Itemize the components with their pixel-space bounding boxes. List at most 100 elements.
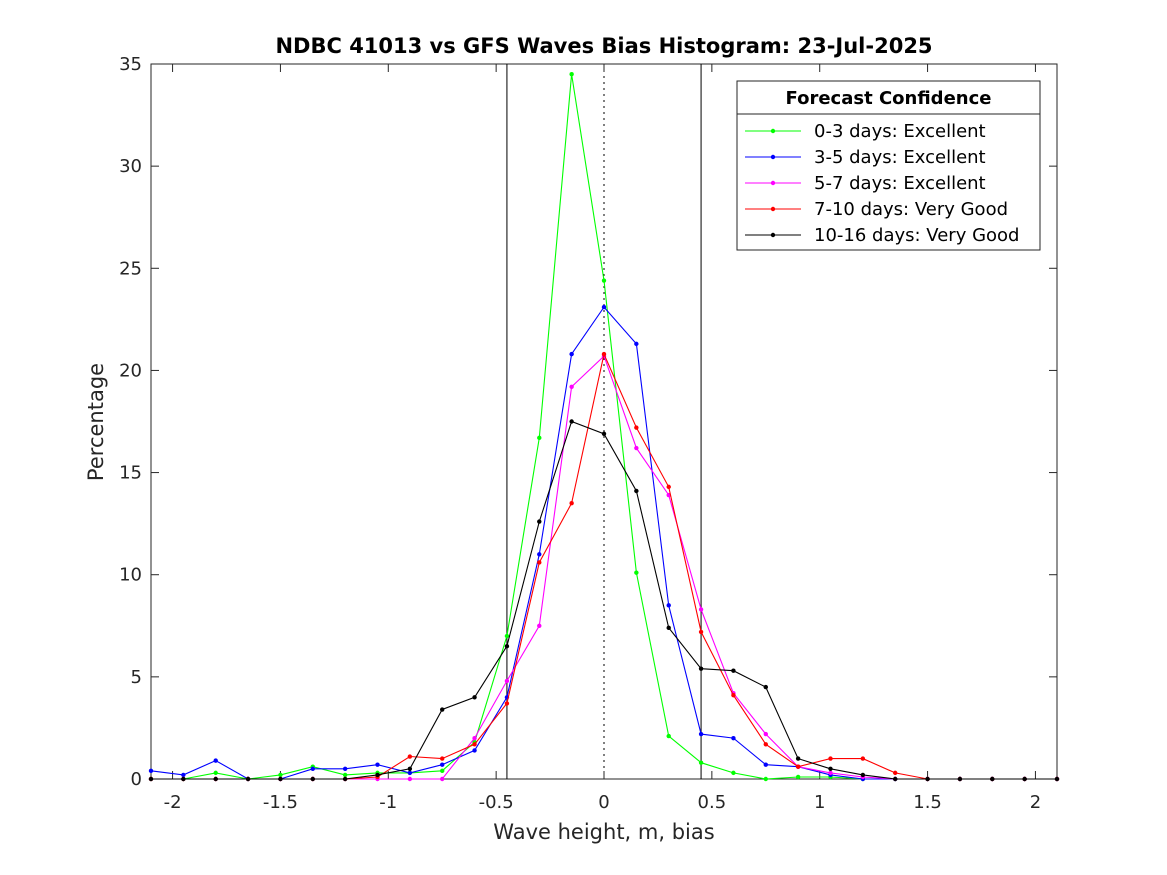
data-point: [407, 766, 413, 771]
x-tick-label: -0.5: [479, 792, 514, 813]
data-point: [763, 776, 768, 782]
legend-label: 7-10 days: Very Good: [814, 199, 1008, 220]
data-point: [537, 560, 542, 565]
y-tick-label: 25: [119, 258, 142, 279]
data-point: [763, 731, 768, 737]
data-point: [634, 488, 639, 494]
series-4: [148, 419, 1060, 782]
legend-entry: 3-5 days: Excellent: [745, 147, 986, 168]
y-axis: 0 5 10 15 20 25 30 35: [119, 54, 1057, 790]
data-point: [828, 770, 833, 776]
series-layer: [148, 72, 1060, 782]
legend-label: 10-16 days: Very Good: [814, 225, 1019, 246]
x-axis: -2 -1.5 -1 -0.5 0 0.5 1 1.5 2: [164, 64, 1041, 813]
y-tick-label: 20: [119, 360, 142, 381]
data-point: [698, 731, 704, 737]
data-point: [504, 633, 510, 639]
y-tick-label: 5: [131, 667, 142, 688]
data-point: [504, 644, 510, 649]
data-point: [601, 304, 607, 310]
data-point: [181, 772, 186, 778]
data-point: [957, 776, 963, 782]
data-point: [634, 425, 639, 430]
data-point: [504, 678, 510, 684]
data-point: [213, 776, 218, 782]
legend-swatch-marker: [770, 180, 776, 186]
data-point: [634, 445, 639, 451]
data-point: [698, 666, 704, 671]
data-point: [537, 435, 542, 441]
data-point: [472, 695, 477, 700]
data-point: [828, 756, 833, 761]
data-point: [245, 776, 251, 782]
data-point: [504, 701, 510, 706]
x-tick-label: -1: [379, 792, 397, 813]
data-point: [666, 484, 671, 490]
data-point: [375, 772, 380, 778]
data-point: [213, 770, 218, 776]
data-point: [731, 668, 736, 673]
x-axis-label: Wave height, m, bias: [493, 820, 714, 844]
data-point: [278, 772, 283, 778]
y-tick-label: 30: [119, 156, 142, 177]
data-point: [698, 607, 704, 612]
data-point: [569, 501, 574, 506]
y-tick-label: 15: [119, 463, 142, 484]
data-point: [569, 351, 574, 357]
data-point: [569, 384, 574, 389]
data-point: [601, 278, 607, 283]
data-point: [472, 748, 477, 753]
data-point: [731, 735, 736, 741]
x-tick-label: 0.5: [698, 792, 727, 813]
x-tick-label: 0: [598, 792, 609, 813]
data-point: [407, 776, 413, 782]
data-point: [763, 742, 768, 747]
legend-swatch-marker: [770, 128, 776, 134]
data-point: [342, 766, 348, 771]
data-point: [537, 552, 542, 557]
legend-entry: 7-10 days: Very Good: [745, 199, 1008, 220]
data-point: [342, 776, 348, 782]
data-point: [601, 351, 607, 357]
data-point: [828, 766, 833, 771]
data-point: [472, 742, 477, 747]
y-tick-label: 35: [119, 54, 142, 75]
data-point: [1054, 776, 1060, 782]
data-point: [666, 733, 671, 739]
legend-entry: 0-3 days: Excellent: [745, 121, 986, 142]
data-point: [407, 754, 413, 759]
data-point: [666, 625, 671, 631]
data-point: [440, 707, 445, 712]
data-point: [375, 762, 380, 767]
data-point: [407, 770, 413, 776]
data-point: [795, 756, 801, 761]
data-point: [698, 760, 704, 765]
data-point: [666, 603, 671, 608]
data-point: [601, 431, 607, 436]
data-point: [860, 756, 866, 761]
data-point: [731, 693, 736, 698]
data-point: [569, 419, 574, 424]
data-point: [795, 774, 801, 780]
data-point: [763, 684, 768, 690]
data-point: [893, 776, 898, 782]
legend-title: Forecast Confidence: [786, 88, 992, 109]
data-point: [310, 776, 315, 782]
data-point: [148, 776, 154, 782]
data-point: [1022, 776, 1027, 782]
data-point: [440, 776, 445, 782]
x-tick-label: 1.5: [913, 792, 942, 813]
legend-swatch-marker: [770, 154, 776, 160]
x-tick-label: -2: [164, 792, 182, 813]
data-point: [634, 341, 639, 347]
legend-label: 5-7 days: Excellent: [814, 173, 986, 194]
legend-swatch-marker: [770, 206, 776, 212]
data-point: [860, 772, 866, 778]
data-point: [795, 764, 801, 769]
y-tick-label: 10: [119, 565, 142, 586]
data-point: [569, 72, 574, 77]
data-point: [925, 776, 930, 782]
data-point: [537, 623, 542, 628]
x-tick-label: 2: [1030, 792, 1041, 813]
